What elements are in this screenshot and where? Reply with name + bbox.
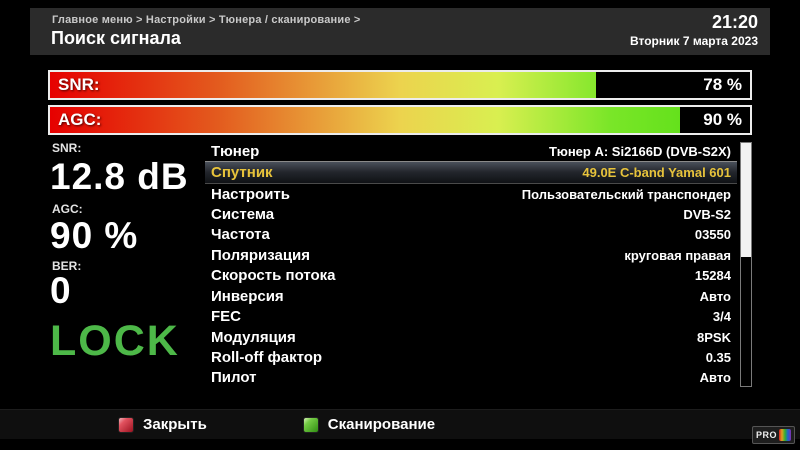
settings-row[interactable]: Система DVB-S2 bbox=[205, 204, 737, 224]
clock-date: Вторник 7 марта 2023 bbox=[629, 33, 758, 48]
settings-row-value: Авто bbox=[699, 370, 731, 386]
settings-row[interactable]: FEC 3/4 bbox=[205, 306, 737, 326]
footer-bar: Закрыть Сканирование bbox=[0, 409, 800, 439]
ber-readout-label: BER: bbox=[52, 259, 82, 273]
ber-readout-value: 0 bbox=[50, 270, 72, 311]
settings-row[interactable]: Roll-off фактор 0.35 bbox=[205, 347, 737, 367]
settings-row-value: Авто bbox=[699, 288, 731, 304]
header-bar: Главное меню > Настройки > Тюнера / скан… bbox=[30, 8, 770, 55]
settings-row-label: Частота bbox=[211, 226, 270, 244]
settings-row-label: Спутник bbox=[211, 164, 273, 182]
settings-row[interactable]: Тюнер Тюнер A: Si2166D (DVB-S2X) bbox=[205, 141, 737, 161]
snr-readout-value: 12.8 dB bbox=[50, 156, 189, 197]
settings-row[interactable]: Спутник 49.0E C-band Yamal 601 bbox=[205, 161, 737, 184]
settings-row-label: Roll-off фактор bbox=[211, 348, 323, 366]
settings-row[interactable]: Частота 03550 bbox=[205, 225, 737, 245]
agc-progress-bar: AGC: 90 % bbox=[48, 105, 752, 135]
snr-readout-label: SNR: bbox=[52, 141, 82, 155]
green-key-icon bbox=[302, 416, 319, 433]
pro-logo: PRO bbox=[751, 426, 795, 444]
agc-bar-mask bbox=[680, 107, 750, 133]
snr-bar-value: 78 % bbox=[703, 75, 742, 94]
settings-list: Тюнер Тюнер A: Si2166D (DVB-S2X) Спутник 49… bbox=[205, 141, 737, 388]
agc-readout-label: AGC: bbox=[52, 202, 83, 216]
scrollbar-thumb[interactable] bbox=[741, 143, 751, 258]
settings-row-label: Поляризация bbox=[211, 246, 311, 264]
clock-time: 21:20 bbox=[711, 12, 758, 32]
breadcrumb: Главное меню > Настройки > Тюнера / скан… bbox=[52, 14, 361, 26]
settings-row-label: Модуляция bbox=[211, 328, 296, 346]
settings-row-value: 3/4 bbox=[712, 309, 731, 325]
settings-row-label: Инверсия bbox=[211, 287, 284, 305]
close-button[interactable]: Закрыть bbox=[118, 416, 207, 433]
clock: 21:20 Вторник 7 марта 2023 bbox=[629, 12, 758, 48]
settings-row[interactable]: Поляризация круговая правая bbox=[205, 245, 737, 265]
pro-logo-text: PRO bbox=[755, 430, 777, 440]
agc-bar-value: 90 % bbox=[703, 110, 742, 129]
settings-row-label: Настроить bbox=[211, 185, 290, 203]
close-button-label: Закрыть bbox=[143, 416, 207, 433]
settings-row-label: Скорость потока bbox=[211, 267, 336, 285]
settings-row[interactable]: Пилот Авто bbox=[205, 368, 737, 388]
settings-row-label: Тюнер bbox=[211, 142, 260, 160]
red-key-icon bbox=[118, 416, 134, 433]
scrollbar-track[interactable] bbox=[740, 142, 752, 387]
lock-status: LOCK bbox=[50, 317, 180, 365]
settings-row-value: 8PSK bbox=[697, 329, 731, 345]
settings-row[interactable]: Скорость потока 15284 bbox=[205, 266, 737, 286]
settings-row-value: Пользовательский транспондер bbox=[521, 186, 731, 202]
settings-row-label: FEC bbox=[211, 308, 241, 326]
settings-row[interactable]: Модуляция 8PSK bbox=[205, 327, 737, 347]
pro-logo-color-block bbox=[779, 429, 791, 441]
settings-row-value: 49.0E C-band Yamal 601 bbox=[582, 165, 731, 181]
settings-row-value: Тюнер A: Si2166D (DVB-S2X) bbox=[548, 143, 731, 159]
agc-bar-gradient bbox=[50, 107, 750, 133]
page-title: Поиск сигнала bbox=[51, 28, 181, 48]
settings-row-value: 0.35 bbox=[705, 349, 731, 365]
settings-row-value: 03550 bbox=[694, 227, 731, 243]
settings-row-label: Пилот bbox=[211, 369, 257, 387]
scan-button-label: Сканирование bbox=[327, 416, 436, 433]
snr-bar-mask bbox=[596, 72, 750, 98]
agc-bar-label: AGC: bbox=[58, 110, 102, 129]
snr-bar-label: SNR: bbox=[58, 75, 100, 94]
settings-row[interactable]: Инверсия Авто bbox=[205, 286, 737, 306]
settings-row-value: 15284 bbox=[694, 268, 731, 284]
settings-row-value: DVB-S2 bbox=[683, 206, 731, 222]
settings-row-value: круговая правая bbox=[624, 247, 731, 263]
scan-button[interactable]: Сканирование bbox=[302, 416, 436, 433]
settings-row-label: Система bbox=[211, 205, 275, 223]
settings-row[interactable]: Настроить Пользовательский транспондер bbox=[205, 184, 737, 204]
agc-readout-value: 90 % bbox=[50, 215, 139, 256]
snr-progress-bar: SNR: 78 % bbox=[48, 70, 752, 100]
